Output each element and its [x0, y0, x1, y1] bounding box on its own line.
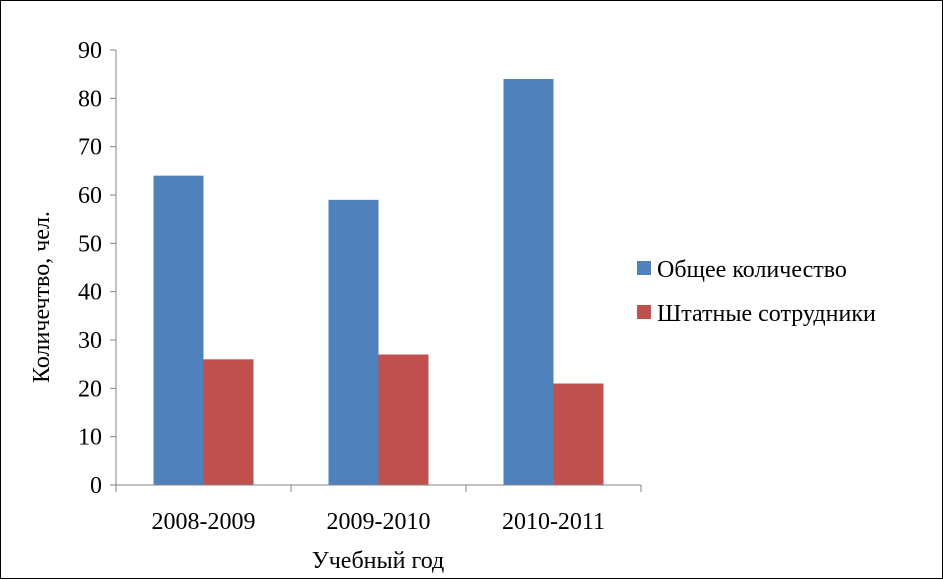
x-axis-title: Учебный год: [312, 548, 445, 574]
y-tick-label: 70: [78, 135, 102, 161]
y-tick-label: 30: [78, 328, 102, 354]
y-tick-label: 50: [78, 231, 102, 257]
bar: [203, 359, 254, 485]
bar: [378, 354, 429, 485]
y-tick-label: 90: [78, 38, 102, 64]
y-axis-title: Количечтво, чел.: [29, 211, 55, 383]
x-tick-label: 2009-2010: [327, 509, 431, 535]
bar: [328, 199, 379, 486]
y-tick-label: 40: [78, 280, 102, 306]
x-tick-label: 2010-2011: [502, 509, 605, 535]
legend-swatch: [637, 261, 651, 275]
bar: [553, 383, 604, 485]
y-tick-label: 0: [90, 473, 102, 499]
legend-label: Общее количество: [657, 257, 847, 283]
bar: [503, 79, 554, 485]
legend-swatch: [637, 305, 651, 319]
y-tick-label: 20: [78, 376, 102, 402]
y-tick-label: 80: [78, 86, 102, 112]
y-tick-label: 10: [78, 425, 102, 451]
y-tick-label: 60: [78, 183, 102, 209]
legend: Общее количество Штатные сотрудники: [637, 257, 876, 327]
legend-label: Штатные сотрудники: [657, 301, 876, 327]
bar: [153, 175, 204, 485]
x-tick-label: 2008-2009: [152, 509, 256, 535]
